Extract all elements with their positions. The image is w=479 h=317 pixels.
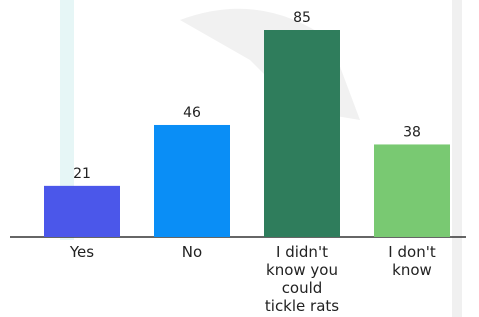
value-label: 85 [293,10,311,26]
value-label: 46 [183,105,201,121]
value-label: 21 [73,166,91,182]
bar [44,186,120,237]
x-tick-label: No [152,243,232,261]
x-tick-label: I didn't know you could tickle rats [262,243,342,315]
bar [154,125,230,237]
chart: 21 46 85 38 Yes No I didn't know you could ti… [0,0,479,317]
x-tick-label: Yes [42,243,122,261]
x-tick-label: I don't know [372,243,452,279]
watermark [452,0,462,317]
bar [374,144,450,237]
value-label: 38 [403,124,421,140]
bar [264,30,340,237]
